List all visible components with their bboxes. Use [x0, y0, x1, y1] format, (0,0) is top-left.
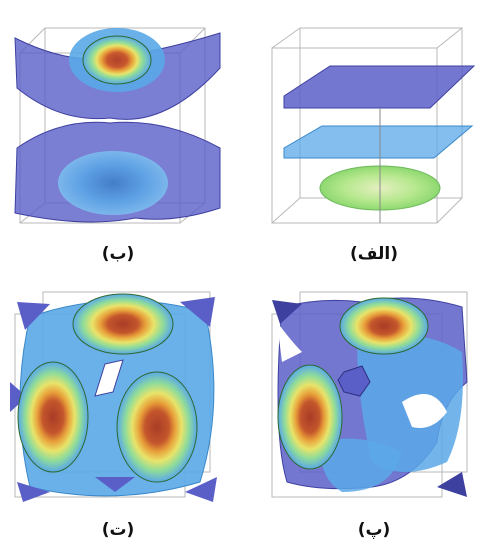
gap [402, 394, 447, 428]
upper-lobe-core [82, 35, 152, 85]
panel-b [5, 8, 230, 233]
corner-piece [437, 472, 467, 497]
gap [94, 359, 124, 397]
corner-piece [180, 297, 215, 327]
top-lobe [339, 297, 429, 355]
lower-lobe [58, 151, 168, 215]
panel-t-label: (ت) [101, 520, 135, 540]
hex-piece [337, 365, 371, 397]
panel-alef [262, 8, 482, 233]
left-lobe [17, 361, 89, 473]
corner-piece [272, 300, 302, 324]
right-lobe [116, 371, 198, 483]
gap [277, 322, 302, 362]
light-surface-lower [321, 438, 402, 492]
upper-plane [283, 65, 476, 109]
corner-piece [17, 302, 50, 330]
panel-alef-label: (الف) [350, 244, 398, 264]
top-lobe [72, 293, 174, 355]
corner-piece [10, 382, 27, 412]
corner-piece [95, 477, 135, 492]
panel-t-figure [10, 291, 217, 502]
corner-piece [185, 477, 217, 502]
left-lobe [277, 364, 343, 470]
panel-b-figure [14, 27, 221, 224]
panel-p [262, 282, 482, 507]
panel-alef-figure [271, 27, 476, 224]
panel-b-label: (ب) [101, 244, 135, 264]
corner-piece [17, 482, 50, 502]
panel-t [5, 282, 230, 507]
lower-plane [283, 125, 474, 159]
panel-p-label: (پ) [357, 520, 391, 540]
panel-p-figure [271, 291, 468, 498]
